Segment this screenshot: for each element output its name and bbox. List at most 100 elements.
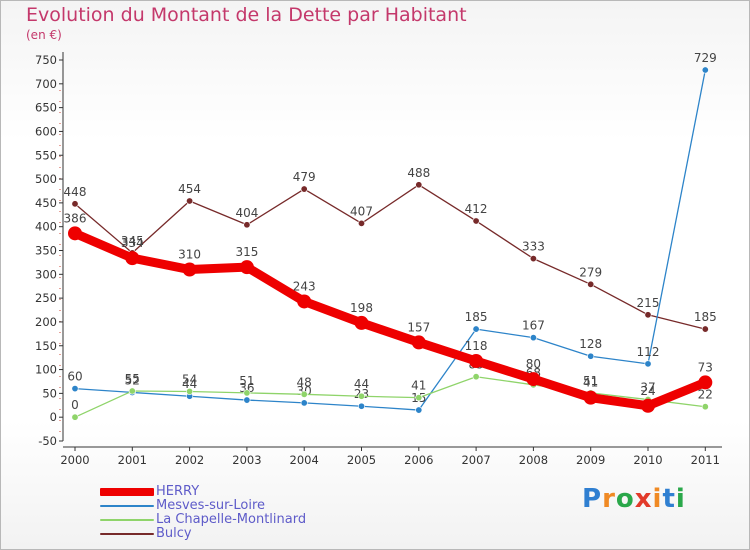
data-label-bulcy: 488 — [407, 166, 430, 180]
data-point-herry — [354, 315, 369, 330]
x-tick-label: 2009 — [576, 453, 605, 467]
data-label-herry: 73 — [698, 360, 713, 374]
data-point-bulcy — [71, 200, 79, 208]
legend-swatch-mesves-sur-loire — [100, 505, 154, 507]
data-point-mesves-sur-loire — [243, 396, 251, 404]
data-label-la-chapelle-montlinard: 37 — [640, 381, 655, 395]
data-label-herry: 80 — [526, 357, 541, 371]
data-label-herry: 24 — [640, 384, 655, 398]
proxiti-logo: Proxiti — [582, 484, 686, 514]
data-point-bulcy — [701, 325, 709, 333]
legend-label-mesves-sur-loire: Mesves-sur-Loire — [156, 498, 265, 513]
data-point-la-chapelle-montlinard — [300, 390, 308, 398]
data-label-la-chapelle-montlinard: 44 — [354, 377, 369, 391]
data-label-mesves-sur-loire: 44 — [182, 377, 197, 391]
y-tick-label: 150 — [35, 339, 57, 353]
data-label-la-chapelle-montlinard: 51 — [239, 374, 254, 388]
chart-legend: HERRY Mesves-sur-Loire La Chapelle-Montlin… — [100, 485, 306, 541]
data-point-herry — [68, 226, 82, 241]
data-point-la-chapelle-montlinard — [243, 389, 251, 397]
data-label-bulcy: 454 — [178, 182, 201, 196]
data-label-mesves-sur-loire: 167 — [522, 319, 545, 333]
data-label-la-chapelle-montlinard: 55 — [125, 372, 140, 386]
data-point-mesves-sur-loire — [71, 385, 79, 393]
data-label-la-chapelle-montlinard: 54 — [182, 372, 197, 386]
legend-item-mesves-sur-loire: Mesves-sur-Loire — [100, 499, 306, 513]
data-point-bulcy — [587, 280, 595, 288]
logo-letter: r — [602, 484, 616, 514]
x-tick-label: 2007 — [461, 453, 490, 467]
data-point-herry — [641, 398, 655, 413]
data-point-bulcy — [186, 197, 194, 205]
data-label-herry: 118 — [465, 339, 488, 353]
data-label-bulcy: 412 — [465, 202, 488, 216]
data-point-mesves-sur-loire — [415, 406, 423, 414]
data-label-mesves-sur-loire: 112 — [637, 345, 660, 359]
data-point-la-chapelle-montlinard — [357, 392, 365, 400]
data-point-herry — [469, 353, 484, 368]
data-label-herry: 243 — [293, 279, 316, 293]
data-point-bulcy — [529, 255, 537, 263]
data-label-bulcy: 215 — [637, 296, 660, 310]
y-tick-label: 550 — [35, 148, 57, 162]
data-label-bulcy: 185 — [694, 310, 717, 324]
data-point-bulcy — [357, 219, 365, 227]
data-label-mesves-sur-loire: 52 — [125, 373, 140, 387]
data-label-herry: 157 — [407, 320, 430, 334]
legend-item-la-chapelle-montlinard: La Chapelle-Montlinard — [100, 513, 306, 527]
data-label-herry: 310 — [178, 248, 201, 262]
legend-label-herry: HERRY — [156, 484, 200, 499]
data-point-la-chapelle-montlinard — [128, 387, 136, 395]
series-line-bulcy — [74, 184, 706, 330]
data-point-mesves-sur-loire — [587, 352, 595, 360]
y-tick-label: -50 — [38, 434, 57, 448]
data-point-bulcy — [300, 185, 308, 193]
data-point-bulcy — [644, 311, 652, 319]
data-point-herry — [297, 294, 312, 309]
y-tick-label: 50 — [42, 386, 57, 400]
y-tick-label: 650 — [35, 101, 57, 115]
y-tick-label: 250 — [35, 291, 57, 305]
data-label-la-chapelle-montlinard: 51 — [583, 374, 598, 388]
data-point-la-chapelle-montlinard — [186, 387, 194, 395]
logo-letter: x — [634, 484, 653, 514]
logo-letter: P — [582, 484, 603, 514]
data-point-la-chapelle-montlinard — [415, 394, 423, 402]
legend-swatch-herry — [100, 488, 154, 496]
chart-title: Evolution du Montant de la Dette par Hab… — [26, 4, 467, 26]
data-label-bulcy: 479 — [293, 170, 316, 184]
y-tick-label: 450 — [35, 196, 57, 210]
data-point-bulcy — [243, 221, 251, 229]
x-tick-label: 2002 — [175, 453, 204, 467]
data-point-herry — [182, 262, 197, 277]
series-line-la-chapelle-montlinard — [74, 376, 706, 418]
data-point-herry — [239, 260, 254, 275]
data-point-mesves-sur-loire — [701, 66, 709, 74]
data-point-mesves-sur-loire — [300, 399, 308, 407]
data-label-bulcy: 407 — [350, 204, 373, 218]
data-label-herry: 198 — [350, 301, 373, 315]
data-label-herry: 315 — [235, 245, 258, 259]
data-point-herry — [526, 372, 541, 387]
x-tick-label: 2001 — [118, 453, 147, 467]
legend-item-bulcy: Bulcy — [100, 527, 306, 541]
data-label-mesves-sur-loire: 60 — [67, 370, 82, 384]
series-line-mesves-sur-loire — [74, 69, 706, 411]
logo-letter: o — [615, 484, 635, 514]
y-tick-label: 600 — [35, 124, 57, 138]
series-line-herry — [70, 228, 710, 411]
data-label-la-chapelle-montlinard: 41 — [411, 379, 426, 393]
x-tick-label: 2011 — [691, 453, 720, 467]
y-tick-label: 500 — [35, 172, 57, 186]
logo-letter: i — [652, 484, 663, 514]
chart-subtitle: (en €) — [26, 28, 62, 42]
x-tick-label: 2004 — [290, 453, 319, 467]
legend-item-herry: HERRY — [100, 485, 306, 499]
data-point-herry — [698, 375, 713, 390]
data-point-herry — [411, 335, 426, 350]
data-point-mesves-sur-loire — [472, 325, 480, 333]
data-label-herry: 334 — [121, 236, 144, 250]
data-label-bulcy: 333 — [522, 240, 545, 254]
